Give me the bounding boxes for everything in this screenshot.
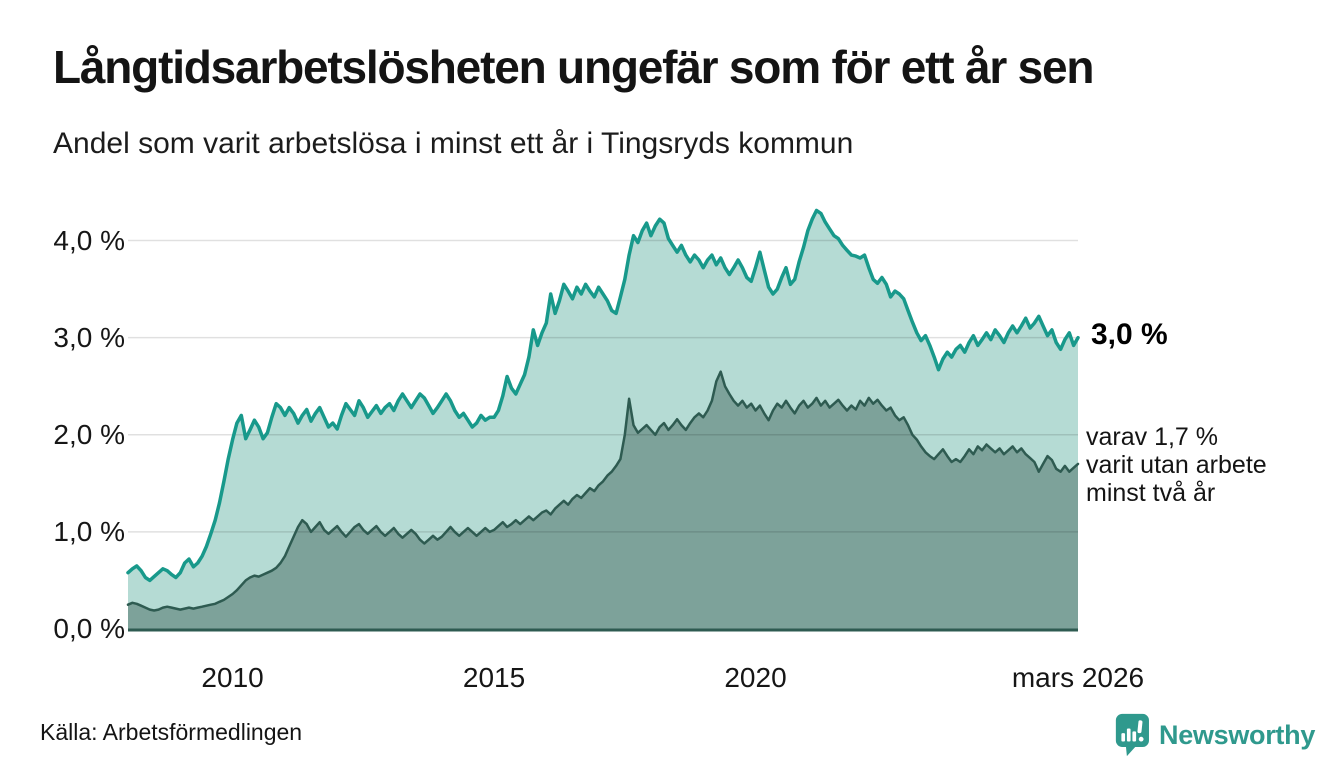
chart-title: Långtidsarbetslösheten ungefär som för e… [53,41,1095,93]
source-attribution: Källa: Arbetsförmedlingen [40,719,303,745]
secondary-series-label-line3: minst två år [1086,478,1216,507]
y-axis-label: 3,0 % [53,321,125,353]
y-axis-label: 1,0 % [53,515,125,547]
x-axis-label: 2010 [201,662,264,693]
secondary-series-label-line2: varit utan arbete [1086,450,1267,479]
y-axis-label: 4,0 % [53,224,125,256]
y-axis-label: 0,0 % [53,613,125,644]
x-axis-label: 2015 [462,662,526,693]
newsworthy-badge-icon [1115,713,1149,757]
secondary-series-label: varav 1,7 % varit utan arbete minst två … [1086,423,1267,507]
last-value-label: 3,0 % [1091,317,1168,351]
newsworthy-logo: Newsworthy [1113,710,1315,760]
y-axis-label: 2,0 % [53,418,125,450]
chart-subtitle: Andel som varit arbetslösa i minst ett å… [53,127,854,160]
newsworthy-wordmark: Newsworthy [1159,719,1316,750]
secondary-series-label-line1: varav 1,7 % [1086,422,1219,451]
x-axis-label: 2020 [724,662,787,693]
x-axis-label: mars 2026 [1011,662,1145,693]
